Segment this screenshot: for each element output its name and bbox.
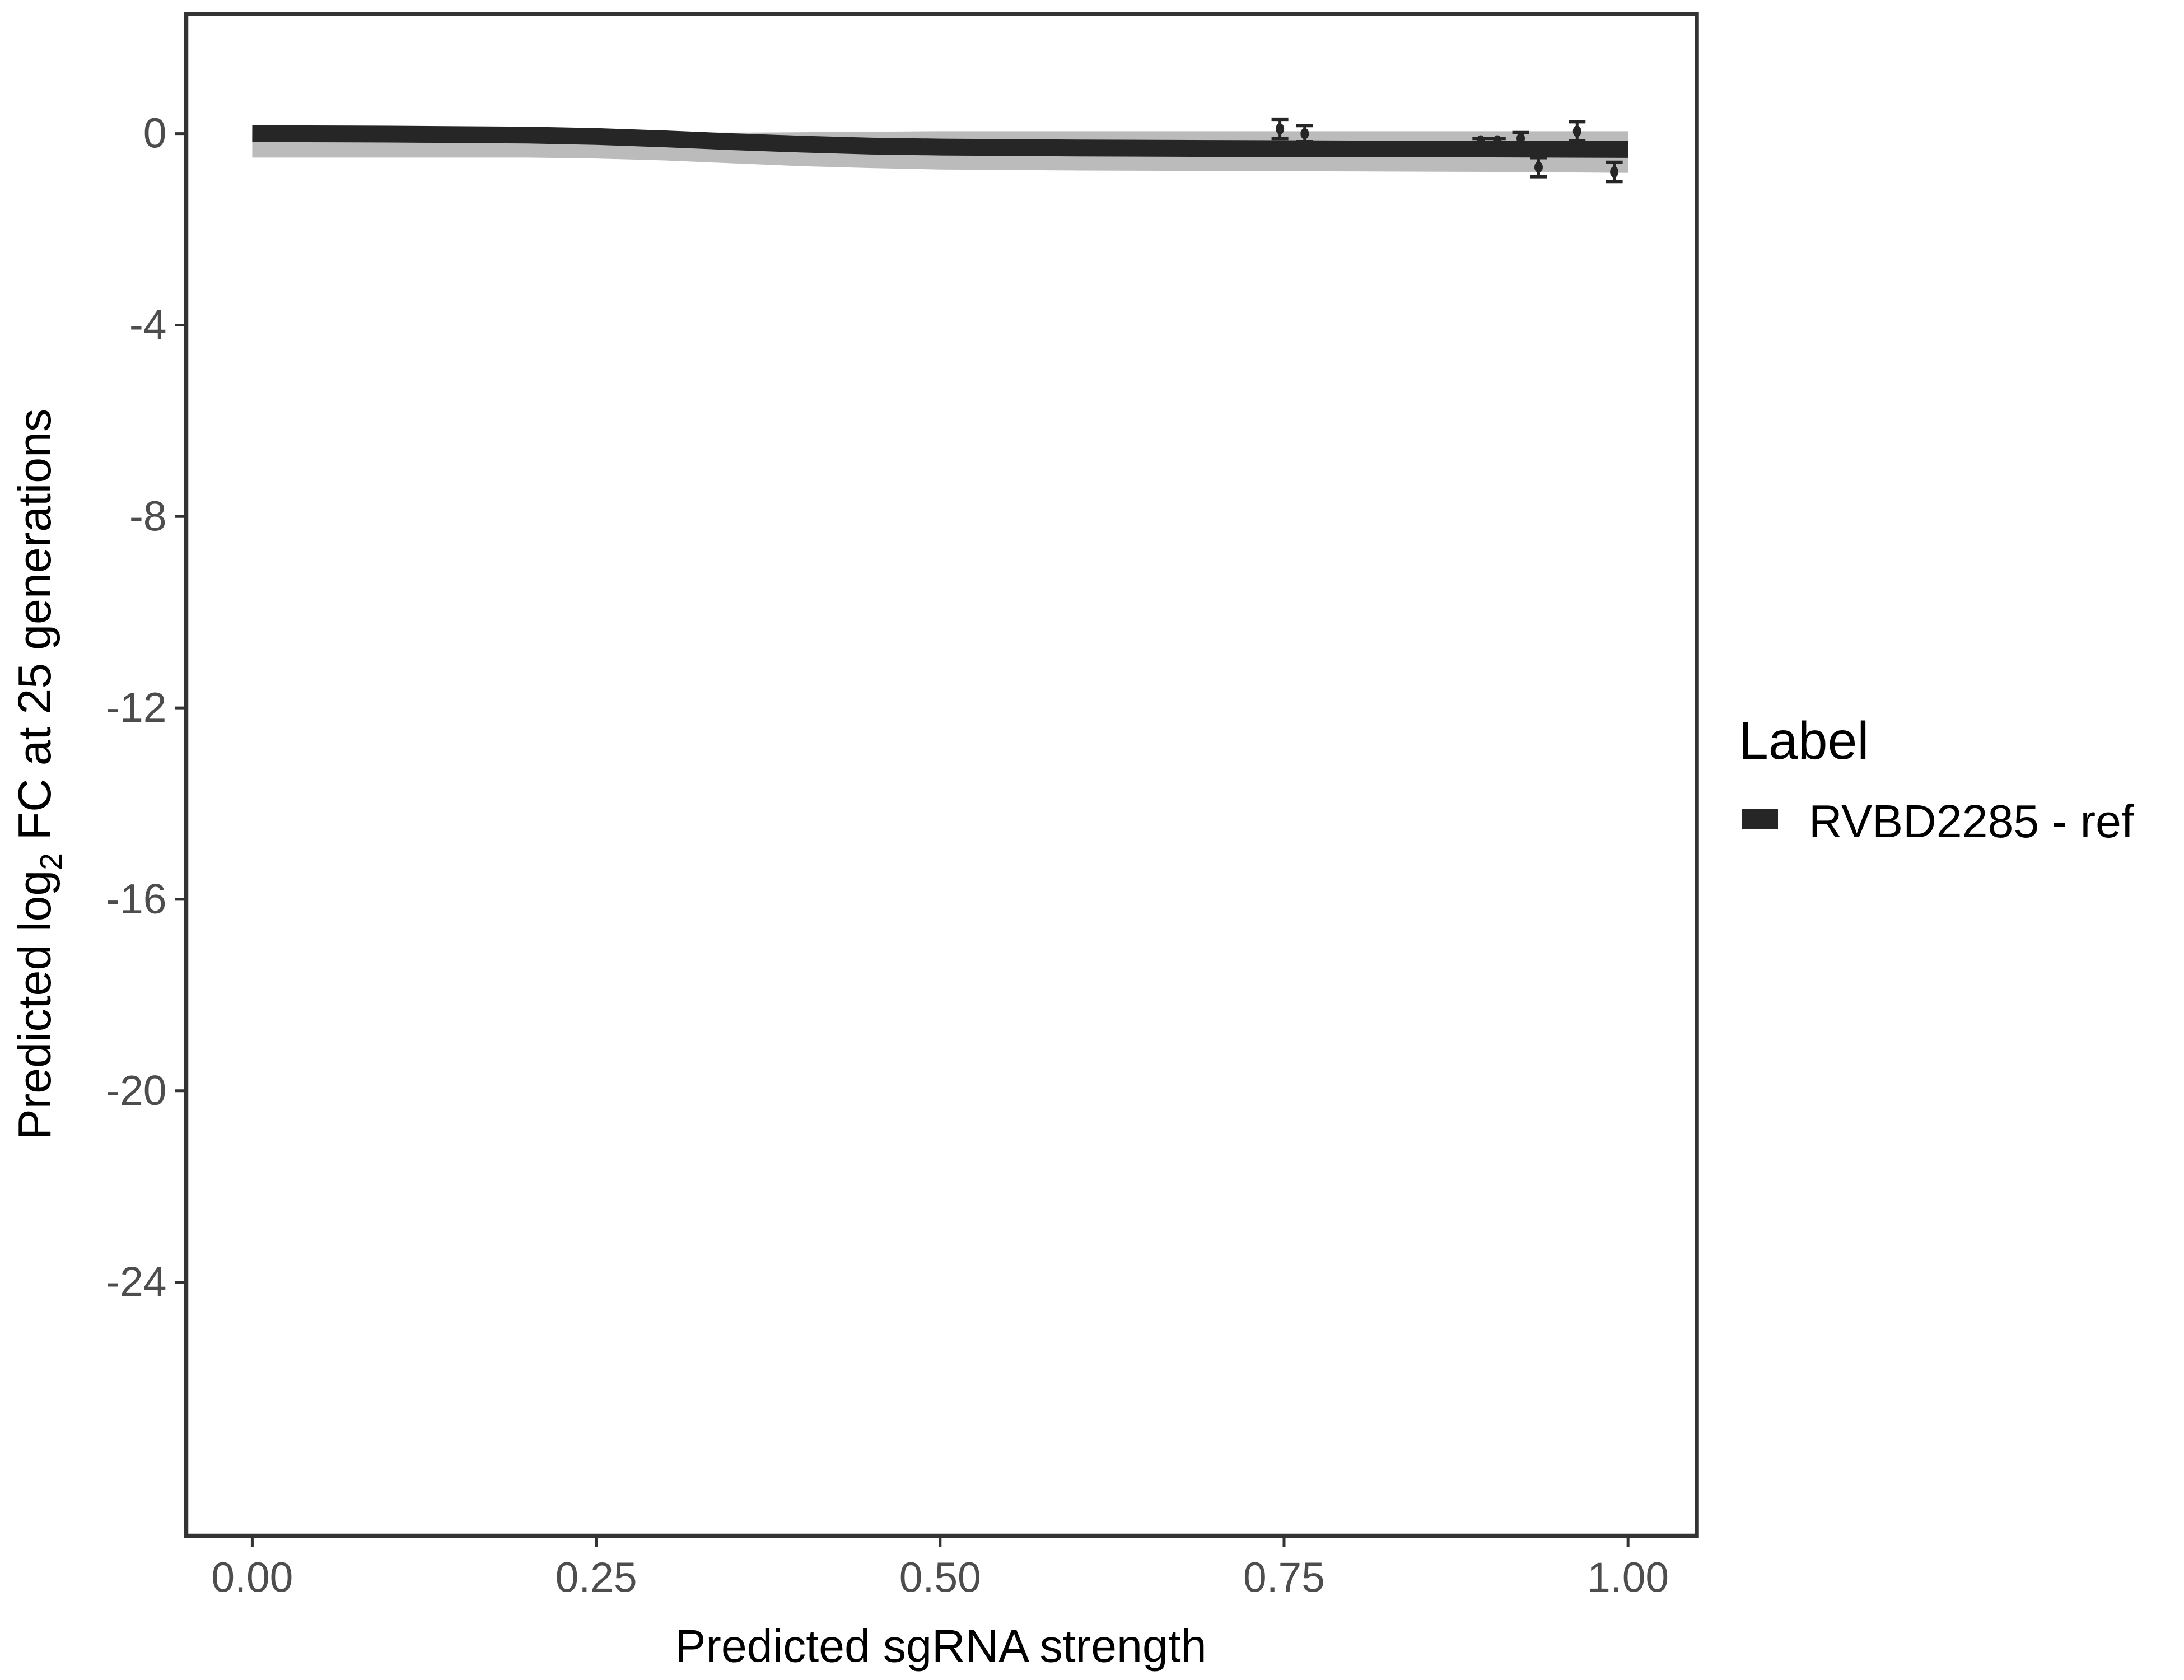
data-point [1512, 130, 1529, 146]
y-axis-label: Predicted log2 FC at 25 generations [9, 409, 68, 1140]
legend-title: Label [1739, 711, 1869, 771]
y-tick-label: -12 [106, 684, 166, 731]
legend-key [1742, 809, 1778, 829]
point-marker [1276, 123, 1285, 135]
point-marker [1300, 128, 1309, 139]
point-marker [1516, 133, 1525, 144]
data-point [1606, 160, 1623, 184]
point-marker [1493, 135, 1502, 147]
fit-line [252, 125, 1628, 158]
series-line [252, 125, 1628, 158]
point-marker [1476, 135, 1485, 147]
y-tick-label: -16 [106, 875, 166, 922]
plot-panel [184, 12, 1699, 1538]
x-axis-label: Predicted sgRNA strength [675, 1621, 1206, 1672]
y-axis: 0 -4 -8 -12 -16 -20 -24 [106, 110, 186, 1305]
y-tick-label: 0 [143, 110, 167, 157]
point-marker [1572, 125, 1581, 137]
legend-entry: RVBD2285 - ref [1809, 796, 2135, 847]
data-point [1296, 123, 1313, 144]
data-point [1472, 135, 1490, 147]
data-point [1569, 120, 1586, 143]
x-tick-label: 0.75 [1243, 1554, 1325, 1601]
y-tick-label: -24 [106, 1258, 166, 1305]
y-tick-label: -20 [106, 1067, 166, 1114]
data-point [1488, 135, 1506, 147]
data-point [1530, 156, 1547, 179]
y-tick-label: -4 [129, 301, 167, 348]
x-tick-label: 1.00 [1587, 1554, 1669, 1601]
data-point [1271, 117, 1289, 141]
x-tick-label: 0.25 [556, 1554, 637, 1601]
data-points [1271, 117, 1623, 184]
x-axis: 0.00 0.25 0.50 0.75 1.00 [211, 1536, 1669, 1601]
x-tick-label: 0.00 [211, 1554, 293, 1601]
x-tick-label: 0.50 [899, 1554, 981, 1601]
point-marker [1534, 161, 1543, 173]
y-tick-label: -8 [129, 492, 167, 539]
point-marker [1610, 166, 1619, 178]
